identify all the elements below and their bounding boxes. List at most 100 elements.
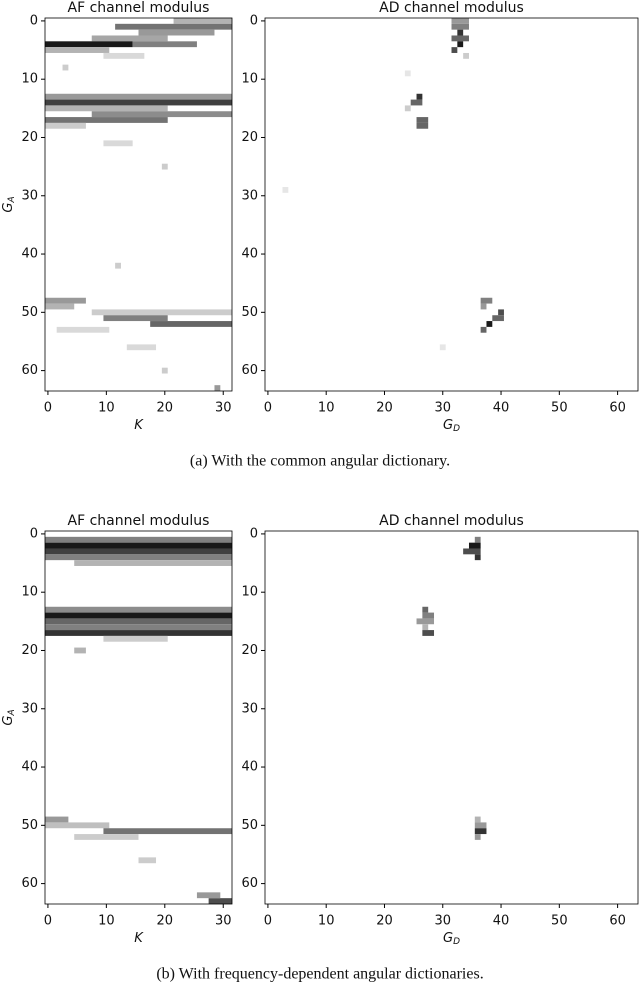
heat-cell [492, 315, 504, 322]
heat-cell [474, 536, 481, 543]
x-tick-label: 60 [609, 914, 626, 929]
y-axis-label: GA [1, 196, 17, 212]
x-tick-label: 20 [157, 401, 174, 416]
y-tick-label: 40 [241, 760, 258, 775]
y-tick-label: 30 [241, 701, 258, 716]
x-axis-label-sub: D [453, 937, 460, 947]
heat-cell [103, 52, 145, 59]
y-tick-label: 60 [241, 363, 258, 378]
y-tick-label: 40 [241, 247, 258, 262]
heat-cell [463, 52, 469, 59]
heat-cell [173, 18, 232, 24]
heat-cell [474, 834, 481, 840]
heat-cell [138, 857, 157, 864]
heat-cell [474, 554, 481, 561]
x-axis-label-main: K [134, 931, 144, 946]
x-tick-label: 30 [215, 914, 232, 929]
heat-cell [45, 93, 232, 100]
heat-cell [45, 47, 110, 53]
heat-cell [115, 262, 121, 269]
heat-cell [45, 548, 232, 555]
x-tick-label: 20 [376, 401, 393, 416]
heat-cell [45, 822, 110, 829]
x-axis-label-main: G [443, 931, 453, 946]
heat-cell [132, 41, 197, 48]
heat-cell [150, 321, 232, 327]
heat-cell [74, 834, 139, 840]
heat-cell [451, 18, 469, 24]
heat-cell [103, 635, 168, 642]
heat-cell [422, 630, 435, 636]
x-tick-label: 60 [609, 401, 626, 416]
heat-cell [45, 606, 232, 613]
heat-cell [486, 321, 493, 327]
y-axis-label-sub: A [7, 196, 17, 203]
y-tick-label: 0 [30, 526, 38, 541]
heat-cell [468, 542, 481, 549]
y-tick-label: 60 [241, 876, 258, 891]
heat-cell [457, 29, 464, 36]
y-tick-label: 20 [241, 643, 258, 658]
x-tick-label: 30 [434, 914, 451, 929]
heat-cell [404, 105, 411, 112]
heat-cell [161, 163, 168, 170]
axes-frame [44, 17, 233, 392]
y-tick-label: 30 [21, 188, 38, 203]
y-tick-label: 60 [21, 876, 38, 891]
heat-cell [451, 23, 469, 30]
y-tick-label: 40 [21, 760, 38, 775]
y-tick-label: 0 [30, 13, 38, 28]
heat-cell [126, 344, 157, 351]
axes-title: AF channel modulus [68, 0, 210, 16]
heat-cell [45, 99, 232, 106]
axes-frame [264, 17, 639, 392]
heat-cell [196, 892, 221, 899]
y-tick-label: 40 [21, 247, 38, 262]
heat-cell [463, 548, 481, 555]
heat-cell [451, 47, 458, 53]
x-tick-label: 50 [551, 914, 568, 929]
heat-cell [410, 99, 423, 106]
axes-frame [264, 530, 639, 905]
axes-title: AF channel modulus [68, 513, 210, 529]
x-tick-label: 40 [493, 914, 510, 929]
heat-cell [214, 385, 221, 391]
x-tick-label: 0 [44, 401, 52, 416]
heat-cell [480, 303, 487, 310]
x-tick-label: 0 [44, 914, 52, 929]
x-axis-label: K [134, 418, 144, 433]
caption: (a) With the common angular dictionary. [190, 453, 450, 470]
x-axis-label: GD [443, 931, 460, 947]
heat-cell [45, 105, 168, 112]
heat-cell [422, 612, 435, 619]
heat-cell [103, 315, 168, 322]
y-tick-label: 50 [241, 305, 258, 320]
y-tick-label: 50 [21, 818, 38, 833]
heat-cell [422, 606, 429, 613]
y-axis-label: GA [1, 709, 17, 725]
heat-cell [45, 630, 232, 636]
y-tick-label: 0 [250, 13, 258, 28]
heat-cell [45, 612, 232, 619]
x-tick-label: 10 [98, 914, 115, 929]
heat-cell [115, 23, 232, 30]
heat-cell [451, 35, 469, 42]
heat-cell [74, 647, 86, 654]
x-axis-label-sub: D [453, 424, 460, 434]
heat-cell [416, 122, 429, 129]
heat-cell [480, 326, 487, 333]
heat-cell [45, 624, 232, 631]
heat-cell [208, 898, 232, 904]
heat-cell [91, 309, 232, 316]
x-tick-label: 50 [551, 401, 568, 416]
heat-cell [416, 93, 423, 100]
x-tick-label: 10 [318, 401, 335, 416]
y-tick-label: 10 [21, 72, 38, 87]
heat-cell [416, 117, 429, 123]
x-tick-label: 20 [376, 914, 393, 929]
heat-cell [45, 117, 168, 123]
heat-cell [74, 560, 232, 566]
y-axis-label-main: G [1, 203, 16, 213]
y-tick-label: 0 [250, 526, 258, 541]
